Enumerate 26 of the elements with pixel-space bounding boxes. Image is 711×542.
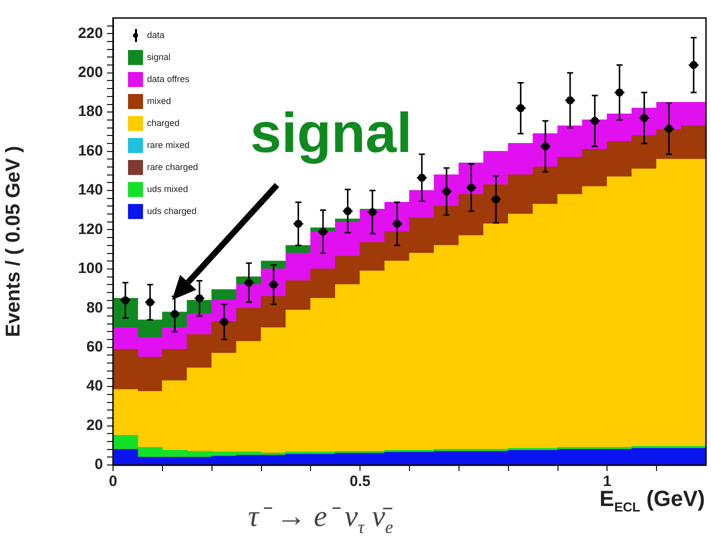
y-tick-label: 160 — [78, 142, 103, 160]
legend-label: uds charged — [147, 205, 197, 218]
y-tick-label: 0 — [94, 456, 103, 474]
y-tick-label: 40 — [86, 378, 103, 395]
x-tick-label: 0 — [108, 473, 118, 490]
legend-label: signal — [147, 51, 171, 64]
y-tick-label: 140 — [78, 182, 103, 199]
legend-label: charged — [147, 117, 180, 130]
legend-label: mixed — [147, 95, 172, 108]
y-tick-label: 120 — [78, 220, 103, 238]
legend-label: data offres — [147, 73, 190, 86]
y-tick-label: 60 — [86, 338, 103, 356]
legend-label: rare charged — [147, 161, 198, 174]
y-tick-label: 20 — [86, 416, 103, 434]
x-tick-label: 0.5 — [350, 473, 371, 490]
text: τ⁻ → e⁻ ν$_{τ}$ ν̄$_{e}$ — [248, 499, 394, 538]
y-axis-title: Events / ( 0.05 GeV ) — [2, 146, 25, 338]
legend-label: rare mixed — [147, 139, 190, 152]
legend-label: data — [147, 29, 165, 42]
annotation: signal — [250, 100, 412, 166]
legend-label: uds mixed — [147, 183, 188, 196]
y-tick-label: 220 — [78, 24, 103, 42]
y-tick-label: 80 — [86, 299, 103, 316]
y-tick-label: 200 — [78, 64, 103, 82]
y-tick-label: 180 — [78, 103, 103, 120]
y-tick-label: 100 — [78, 260, 103, 278]
